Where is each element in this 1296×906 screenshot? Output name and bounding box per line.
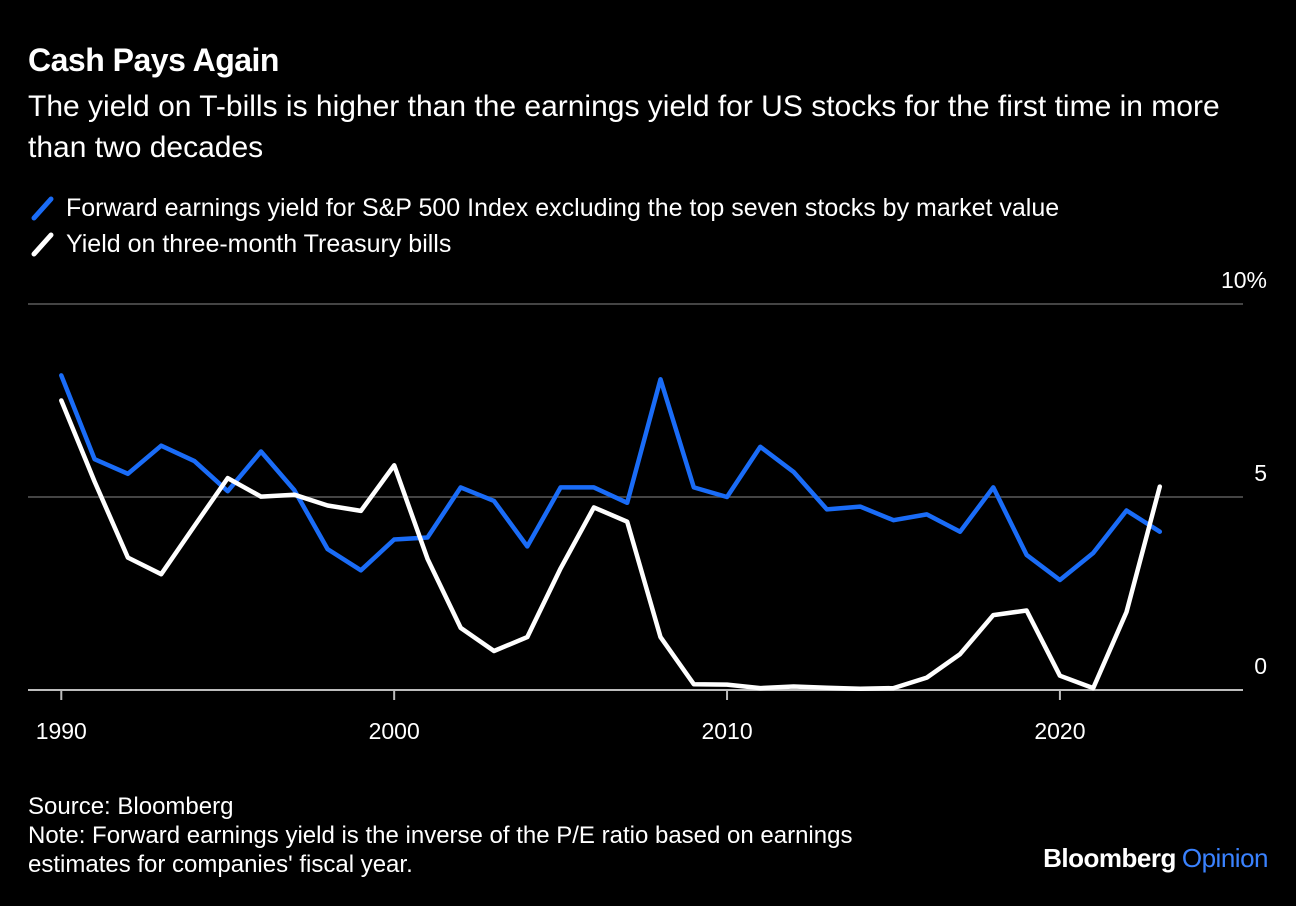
series-line-0 — [59, 373, 1163, 583]
legend-label-tbill-yield: Yield on three-month Treasury bills — [66, 229, 452, 258]
y-tick-label: 5 — [1254, 460, 1267, 486]
y-tick-label: 0 — [1254, 653, 1267, 679]
legend: Forward earnings yield for S&P 500 Index… — [30, 190, 1059, 262]
brand-name: Bloomberg — [1043, 843, 1176, 873]
brand-sub: Opinion — [1181, 843, 1269, 873]
x-tick-label: 2000 — [369, 718, 420, 744]
series-line-1 — [59, 398, 1163, 692]
footer: Source: Bloomberg Note: Forward earnings… — [28, 792, 852, 879]
x-tick-label: 2010 — [701, 718, 752, 744]
legend-item-tbill-yield: Yield on three-month Treasury bills — [30, 226, 1059, 262]
chart-subtitle: The yield on T-bills is higher than the … — [28, 90, 1220, 164]
legend-swatch-line-0 — [31, 196, 54, 221]
white-line-swatch-icon — [31, 232, 54, 257]
legend-swatch-line-1 — [31, 232, 54, 257]
x-tick-label: 2020 — [1034, 718, 1085, 744]
y-tick-label: 10% — [1221, 267, 1267, 293]
methodology-note-line-2: estimates for companies' fiscal year. — [28, 851, 413, 878]
chart-title: Cash Pays Again — [28, 42, 279, 78]
methodology-note-line-1: Note: Forward earnings yield is the inve… — [28, 822, 853, 849]
legend-item-earnings-yield: Forward earnings yield for S&P 500 Index… — [30, 190, 1059, 226]
source-note: Source: Bloomberg — [28, 793, 234, 820]
brand-logo: Bloomberg Opinion — [1043, 843, 1268, 874]
x-tick-label: 1990 — [36, 718, 87, 744]
blue-line-swatch-icon — [31, 196, 54, 221]
legend-label-earnings-yield: Forward earnings yield for S&P 500 Index… — [66, 193, 1060, 222]
